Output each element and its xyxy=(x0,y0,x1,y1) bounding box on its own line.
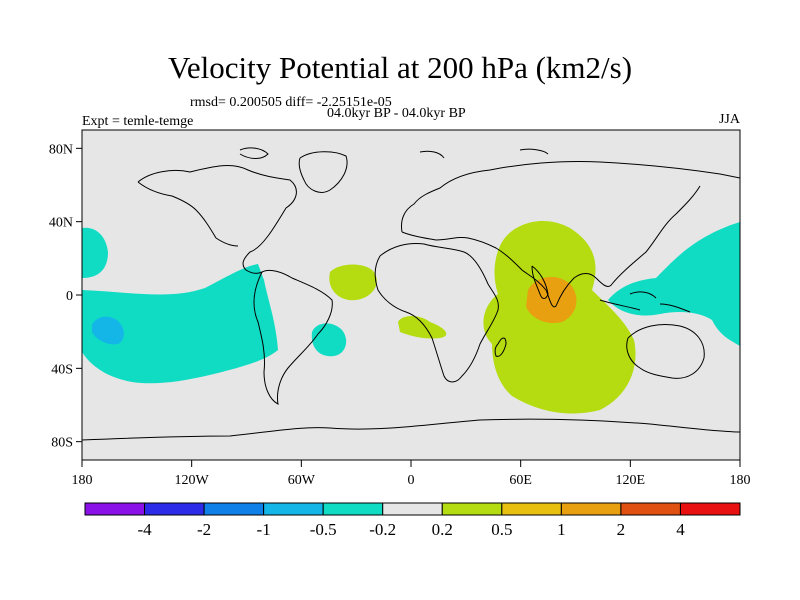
colorbar-swatch xyxy=(84,502,146,516)
colorbar-label: -0.5 xyxy=(310,520,337,539)
coast-indonesia xyxy=(599,291,691,313)
colorbar-swatch xyxy=(501,502,562,516)
experiment-label: Expt = temle-temge xyxy=(82,114,194,129)
colorbar-label: -0.2 xyxy=(369,520,396,539)
x-tick-label: 0 xyxy=(408,473,415,488)
x-axis-ticks: 180 120W 60W 0 60E 120E 180 xyxy=(72,460,751,488)
x-tick-label: 60E xyxy=(509,473,532,488)
y-tick-label: 0 xyxy=(66,289,73,304)
y-tick-label: 40N xyxy=(49,216,73,231)
y-tick-label: 40S xyxy=(51,362,73,377)
coast-eurasia xyxy=(401,160,740,308)
colorbar-label: -4 xyxy=(137,520,152,539)
positive-west-africa xyxy=(329,264,377,301)
coast-north-america xyxy=(137,165,297,274)
coast-arctic-islands xyxy=(239,147,549,159)
x-tick-label: 120E xyxy=(616,473,646,488)
negative-north-pacific-edge xyxy=(82,227,108,278)
colorbar-swatch xyxy=(203,502,265,516)
colorbar-label: 0.2 xyxy=(432,520,453,539)
colorbar-swatch xyxy=(144,502,205,516)
colorbar-label: 4 xyxy=(676,520,685,539)
coast-antarctica xyxy=(82,418,740,441)
negative-east-pacific xyxy=(82,264,278,384)
colorbar-swatch xyxy=(322,502,384,516)
x-tick-label: 180 xyxy=(72,473,93,488)
y-tick-label: 80N xyxy=(49,142,73,157)
colorbar-label: -2 xyxy=(197,520,211,539)
x-tick-label: 120W xyxy=(175,473,210,488)
x-tick-label: 60W xyxy=(288,473,316,488)
colorbar-swatch xyxy=(263,502,324,516)
coast-australia xyxy=(626,324,705,379)
colorbar-swatch xyxy=(679,502,741,516)
colorbar-swatch xyxy=(620,502,681,516)
colorbar-swatch xyxy=(441,502,503,516)
rmsd-diff-text: rmsd= 0.200505 diff= -2.25151e-05 xyxy=(190,95,392,110)
season-label: JJA xyxy=(718,112,740,127)
colorbar-swatch xyxy=(382,502,443,516)
coast-south-america xyxy=(253,269,333,405)
colorbar-label: -1 xyxy=(257,520,271,539)
negative-central-pacific-core xyxy=(92,316,124,345)
y-axis-ticks: 80N 40N 0 40S 80S xyxy=(49,142,82,451)
coast-india xyxy=(531,265,549,299)
colorbar-label: 2 xyxy=(617,520,626,539)
coast-greenland xyxy=(298,151,348,193)
colorbar: -4 -2 -1 -0.5 -0.2 0.2 0.5 1 2 4 xyxy=(84,502,741,539)
negative-western-pacific xyxy=(608,222,740,346)
positive-core-arabian-sea xyxy=(526,276,577,324)
colorbar-label: 1 xyxy=(557,520,566,539)
coast-madagascar xyxy=(494,337,507,357)
period-text: 04.0kyr BP - 04.0kyr BP xyxy=(327,106,466,121)
coastlines xyxy=(82,147,740,441)
x-tick-label: 180 xyxy=(730,473,751,488)
colorbar-swatch xyxy=(560,502,622,516)
coast-africa xyxy=(374,243,499,383)
colorbar-label: 0.5 xyxy=(491,520,512,539)
chart-title: Velocity Potential at 200 hPa (km2/s) xyxy=(167,50,633,85)
positive-gulf-of-guinea xyxy=(398,316,447,339)
y-tick-label: 80S xyxy=(51,436,73,451)
